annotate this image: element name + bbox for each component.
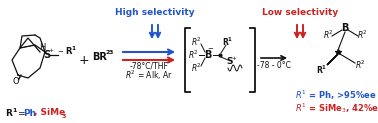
Text: =: = (18, 108, 28, 117)
Text: $R^1$ = SiMe$_3$, 42%ee: $R^1$ = SiMe$_3$, 42%ee (295, 101, 378, 115)
Polygon shape (327, 54, 338, 65)
Text: 3: 3 (62, 114, 67, 118)
Text: −: − (207, 46, 213, 52)
Text: +: + (48, 48, 54, 54)
Text: $\mathbf{R^1}$: $\mathbf{R^1}$ (65, 45, 77, 57)
Text: B: B (204, 50, 212, 60)
Text: +: + (232, 55, 236, 61)
Text: $\mathbf{R^1}$: $\mathbf{R^1}$ (222, 36, 234, 48)
Text: 3: 3 (109, 51, 113, 55)
Text: $R^2$: $R^2$ (355, 59, 366, 71)
Text: $R^2$: $R^2$ (191, 36, 201, 48)
Text: -78°C/THF: -78°C/THF (130, 62, 169, 70)
Text: High selectivity: High selectivity (115, 8, 195, 17)
Text: BR: BR (92, 52, 107, 62)
Text: $\mathbf{R^1}$: $\mathbf{R^1}$ (5, 107, 18, 119)
Text: $R^2$: $R^2$ (322, 29, 333, 41)
Text: $R^2$: $R^2$ (187, 49, 198, 61)
Text: $\mathbf{R^1}$: $\mathbf{R^1}$ (316, 64, 328, 76)
Text: $R^2$: $R^2$ (356, 29, 367, 41)
Text: +: + (79, 54, 89, 67)
Text: $R^2$: $R^2$ (191, 62, 201, 74)
Text: 2: 2 (105, 51, 109, 55)
Text: Ph: Ph (23, 108, 36, 117)
Text: S: S (43, 50, 51, 60)
Text: $R^2$ = Alk, Ar: $R^2$ = Alk, Ar (125, 68, 173, 82)
Text: , SiMe: , SiMe (34, 108, 65, 117)
Text: H: H (39, 44, 45, 53)
Text: Low selectivity: Low selectivity (262, 8, 338, 17)
Text: −: − (57, 49, 63, 55)
Text: $R^1$ = Ph, >95%ee: $R^1$ = Ph, >95%ee (295, 88, 376, 102)
Text: B: B (341, 23, 349, 33)
Text: O: O (13, 77, 19, 86)
Text: -78 - 0°C: -78 - 0°C (257, 61, 291, 69)
Text: S: S (227, 57, 233, 67)
